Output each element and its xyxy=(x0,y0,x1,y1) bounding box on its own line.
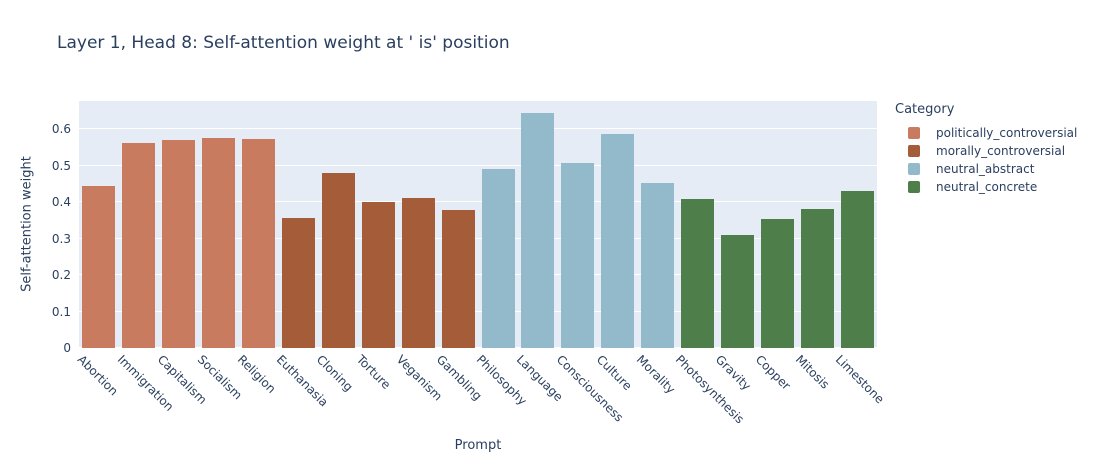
legend-item-politically_controversial[interactable]: politically_controversial xyxy=(895,124,1077,142)
bar-slot xyxy=(558,101,598,348)
bar-slot xyxy=(718,101,758,348)
bar-slot xyxy=(638,101,678,348)
bar-torture[interactable] xyxy=(361,202,395,348)
legend-title: Category xyxy=(895,102,955,117)
bar-gambling[interactable] xyxy=(441,210,475,348)
bar-slot xyxy=(199,101,239,348)
bar-gravity[interactable] xyxy=(720,234,754,348)
gridline xyxy=(79,164,877,166)
bar-slot xyxy=(598,101,638,348)
legend-swatch-icon xyxy=(908,145,920,157)
x-tick-label: Limestone xyxy=(832,352,887,407)
bars-container xyxy=(79,101,877,348)
legend-item-label: morally_controversial xyxy=(936,144,1066,158)
gridline xyxy=(79,310,877,312)
legend-swatch-icon xyxy=(908,181,920,193)
bar-slot xyxy=(318,101,358,348)
gridline xyxy=(79,128,877,130)
bar-slot xyxy=(119,101,159,348)
bar-slot xyxy=(678,101,718,348)
legend-swatch-icon xyxy=(908,163,920,175)
plot-area[interactable] xyxy=(79,101,877,348)
gridline xyxy=(79,274,877,276)
y-tick-label: 0.1 xyxy=(51,304,71,319)
bar-slot xyxy=(757,101,797,348)
bar-language[interactable] xyxy=(521,113,555,348)
y-tick-label: 0.5 xyxy=(51,158,71,173)
bar-consciousness[interactable] xyxy=(561,162,595,348)
bar-slot xyxy=(797,101,837,348)
bar-copper[interactable] xyxy=(760,219,794,348)
legend-swatch-icon xyxy=(908,127,920,139)
bar-slot xyxy=(438,101,478,348)
bar-cloning[interactable] xyxy=(321,172,355,348)
bar-socialism[interactable] xyxy=(202,137,236,348)
bar-abortion[interactable] xyxy=(82,185,116,348)
x-tick-label: Morality xyxy=(633,352,678,397)
legend-items: politically_controversial morally_controv… xyxy=(895,124,1077,196)
gridline xyxy=(79,201,877,203)
bar-religion[interactable] xyxy=(242,139,276,348)
bar-photosynthesis[interactable] xyxy=(681,199,715,348)
bar-veganism[interactable] xyxy=(401,198,435,348)
bar-slot xyxy=(358,101,398,348)
x-tick-label: Abortion xyxy=(74,352,121,399)
x-tick-label: Copper xyxy=(753,352,794,393)
y-tick-label: 0.2 xyxy=(51,268,71,283)
legend-item-label: politically_controversial xyxy=(936,126,1078,140)
bar-immigration[interactable] xyxy=(122,142,156,348)
bar-capitalism[interactable] xyxy=(162,140,196,348)
bar-slot xyxy=(518,101,558,348)
y-tick-label: 0 xyxy=(63,341,71,355)
bar-slot xyxy=(239,101,279,348)
x-tick-label: Mitosis xyxy=(792,352,833,392)
bar-morality[interactable] xyxy=(641,183,675,348)
bar-slot xyxy=(837,101,877,348)
legend-item-neutral_concrete[interactable]: neutral_concrete xyxy=(895,178,1077,196)
gridline xyxy=(79,237,877,239)
y-tick-label: 0.3 xyxy=(51,231,71,246)
chart-title: Layer 1, Head 8: Self-attention weight a… xyxy=(57,33,510,53)
x-tick-label: Gravity xyxy=(713,352,755,394)
legend-item-morally_controversial[interactable]: morally_controversial xyxy=(895,142,1077,160)
y-tick-label: 0.4 xyxy=(51,195,71,210)
legend-item-neutral_abstract[interactable]: neutral_abstract xyxy=(895,160,1077,178)
x-axis-title: Prompt xyxy=(454,438,502,453)
y-tick-label: 0.6 xyxy=(51,122,71,137)
bar-philosophy[interactable] xyxy=(481,169,515,348)
bar-euthanasia[interactable] xyxy=(281,218,315,348)
bar-culture[interactable] xyxy=(601,134,635,348)
x-tick-label: Photosynthesis xyxy=(673,352,748,427)
bar-slot xyxy=(398,101,438,348)
bar-slot xyxy=(79,101,119,348)
legend-item-label: neutral_abstract xyxy=(936,162,1035,176)
bar-slot xyxy=(478,101,518,348)
legend-item-label: neutral_concrete xyxy=(936,180,1038,194)
gridline xyxy=(79,347,877,348)
x-tick-label: Torture xyxy=(354,352,394,392)
bar-slot xyxy=(279,101,319,348)
bar-mitosis[interactable] xyxy=(800,209,834,348)
bar-slot xyxy=(159,101,199,348)
bar-limestone[interactable] xyxy=(840,191,874,348)
